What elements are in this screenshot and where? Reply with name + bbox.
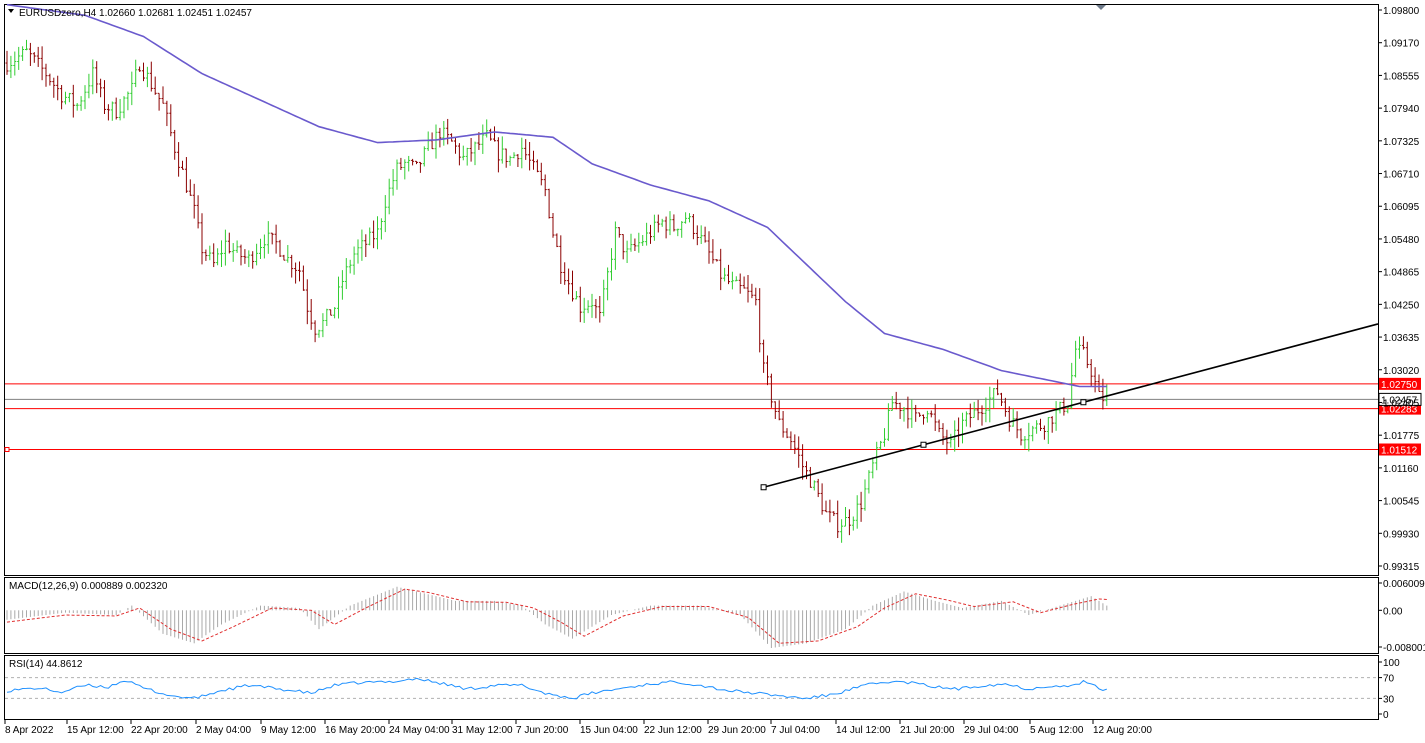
macd-panel-frame <box>4 577 1379 654</box>
shift-marker-icon[interactable] <box>1096 5 1106 10</box>
price-axis-label: 1.06095 <box>1383 202 1420 213</box>
main-panel-frame <box>4 4 1379 576</box>
rsi-axis-label: 0 <box>1383 710 1389 721</box>
current-price-tag <box>1378 392 1422 406</box>
current-price-label: 1.02457 <box>1381 395 1418 406</box>
time-axis-label: 15 Jun 04:00 <box>580 725 638 736</box>
time-axis-label: 2 May 04:00 <box>196 725 251 736</box>
trendline-handle <box>1080 399 1087 406</box>
price-axis-label: 1.04865 <box>1383 268 1420 279</box>
rsi-indicator: 100 70 30 0 <box>5 658 1400 721</box>
price-axis-label: 1.03020 <box>1383 366 1420 377</box>
level-price-label: 1.02750 <box>1381 380 1418 391</box>
price-axis-label: 0.99930 <box>1383 529 1420 540</box>
time-axis-label: 24 May 04:00 <box>389 725 450 736</box>
price-axis-label: 1.01775 <box>1383 431 1420 442</box>
macd-axis-label: -0.008001 <box>1383 643 1425 654</box>
rsi-title: RSI(14) 44.8612 <box>9 659 83 670</box>
time-axis-label: 29 Jun 20:00 <box>708 725 766 736</box>
time-axis: 8 Apr 2022 15 Apr 12:00 22 Apr 20:00 2 May … <box>4 720 1152 736</box>
trendline <box>763 323 1379 489</box>
macd-signal-line <box>6 588 1107 644</box>
price-axis-label: 1.04250 <box>1383 300 1420 311</box>
rsi-axis-label: 30 <box>1383 694 1395 705</box>
main-price-chart: 1.02750 1.02283 1.01512 1.02457 <box>4 3 1422 543</box>
trendline-handle <box>920 441 927 448</box>
time-axis-label: 7 Jul 04:00 <box>771 725 820 736</box>
macd-axis-label: 0.006009 <box>1383 579 1425 590</box>
time-axis-label: 21 Jul 20:00 <box>900 725 955 736</box>
time-axis-label: 16 May 20:00 <box>325 725 386 736</box>
symbol-info: EURUSDzero,H4 1.02660 1.02681 1.02451 1.… <box>19 8 252 19</box>
rsi-axis-label: 70 <box>1383 674 1395 685</box>
price-axis-label: 1.07940 <box>1383 104 1420 115</box>
time-axis-label: 8 Apr 2022 <box>5 725 54 736</box>
time-axis-label: 15 Apr 12:00 <box>67 725 124 736</box>
price-axis-label: 0.99315 <box>1383 562 1420 573</box>
macd-title: MACD(12,26,9) 0.000889 0.002320 <box>9 581 168 592</box>
moving-average-line <box>6 3 1107 388</box>
time-axis-label: 5 Aug 12:00 <box>1030 725 1084 736</box>
time-axis-label: 31 May 12:00 <box>452 725 513 736</box>
time-axis-label: 22 Apr 20:00 <box>131 725 188 736</box>
macd-indicator: 0.006009 0.00 -0.008001 <box>6 579 1425 654</box>
rsi-axis-label: 100 <box>1383 658 1400 669</box>
level-price-label: 1.02283 <box>1381 405 1418 416</box>
macd-axis-label: 0.00 <box>1383 606 1403 617</box>
price-axis-label: 1.09800 <box>1383 6 1420 17</box>
level-price-tag <box>1379 443 1421 456</box>
price-axis-label: 1.00545 <box>1383 497 1420 508</box>
trendline-handle <box>760 484 767 491</box>
price-axis-label: 1.09170 <box>1383 39 1420 50</box>
price-axis-label: 1.01160 <box>1383 464 1419 475</box>
time-axis-label: 29 Jul 04:00 <box>964 725 1019 736</box>
level-handle <box>4 446 10 452</box>
rsi-panel-frame <box>4 655 1379 720</box>
level-price-tag <box>1379 377 1421 390</box>
time-axis-label: 9 May 12:00 <box>261 725 316 736</box>
time-axis-label: 12 Aug 20:00 <box>1093 725 1152 736</box>
price-axis-label: 1.07325 <box>1383 137 1420 148</box>
price-axis-label: 1.03635 <box>1383 333 1420 344</box>
price-axis-label: 1.08555 <box>1383 71 1420 82</box>
time-axis-label: 14 Jul 12:00 <box>836 725 891 736</box>
price-axis: 1.09800 1.09170 1.08555 1.07940 1.07325 1.067… <box>1378 6 1420 573</box>
triangle-down-icon[interactable] <box>8 9 14 13</box>
price-axis-label: 1.02405 <box>1383 398 1420 409</box>
time-axis-label: 22 Jun 12:00 <box>644 725 702 736</box>
price-axis-label: 1.06710 <box>1383 170 1420 181</box>
time-axis-label: 7 Jun 20:00 <box>516 725 569 736</box>
price-axis-label: 1.05480 <box>1383 235 1420 246</box>
level-price-label: 1.01512 <box>1381 445 1418 456</box>
rsi-line <box>6 677 1107 700</box>
